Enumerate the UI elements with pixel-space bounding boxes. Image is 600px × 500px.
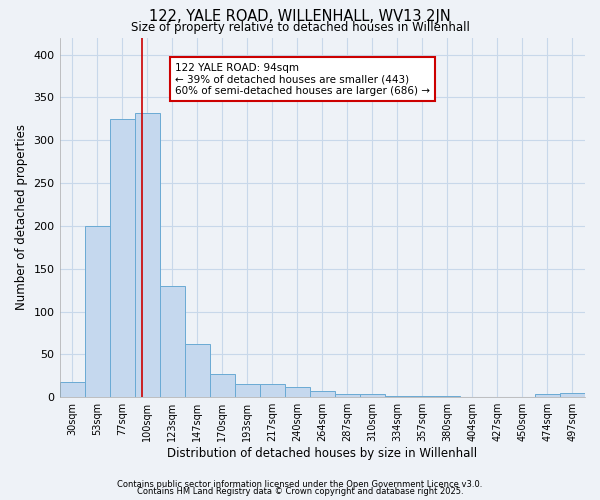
X-axis label: Distribution of detached houses by size in Willenhall: Distribution of detached houses by size … [167, 447, 478, 460]
Bar [260, 384, 285, 397]
Text: Contains public sector information licensed under the Open Government Licence v3: Contains public sector information licen… [118, 480, 482, 489]
Bar [410, 396, 435, 397]
Y-axis label: Number of detached properties: Number of detached properties [15, 124, 28, 310]
Text: 122 YALE ROAD: 94sqm
← 39% of detached houses are smaller (443)
60% of semi-deta: 122 YALE ROAD: 94sqm ← 39% of detached h… [175, 62, 430, 96]
Bar [185, 344, 209, 397]
Bar [385, 396, 410, 397]
Text: Contains HM Land Registry data © Crown copyright and database right 2025.: Contains HM Land Registry data © Crown c… [137, 488, 463, 496]
Bar [85, 226, 110, 397]
Bar [209, 374, 235, 397]
Bar [160, 286, 185, 397]
Bar [59, 382, 85, 397]
Bar [435, 396, 460, 397]
Text: Size of property relative to detached houses in Willenhall: Size of property relative to detached ho… [131, 21, 469, 34]
Bar [235, 384, 260, 397]
Bar [110, 119, 134, 397]
Bar [560, 393, 585, 397]
Bar [134, 113, 160, 397]
Bar [310, 391, 335, 397]
Bar [285, 387, 310, 397]
Bar [360, 394, 385, 397]
Bar [335, 394, 360, 397]
Text: 122, YALE ROAD, WILLENHALL, WV13 2JN: 122, YALE ROAD, WILLENHALL, WV13 2JN [149, 9, 451, 24]
Bar [535, 394, 560, 397]
